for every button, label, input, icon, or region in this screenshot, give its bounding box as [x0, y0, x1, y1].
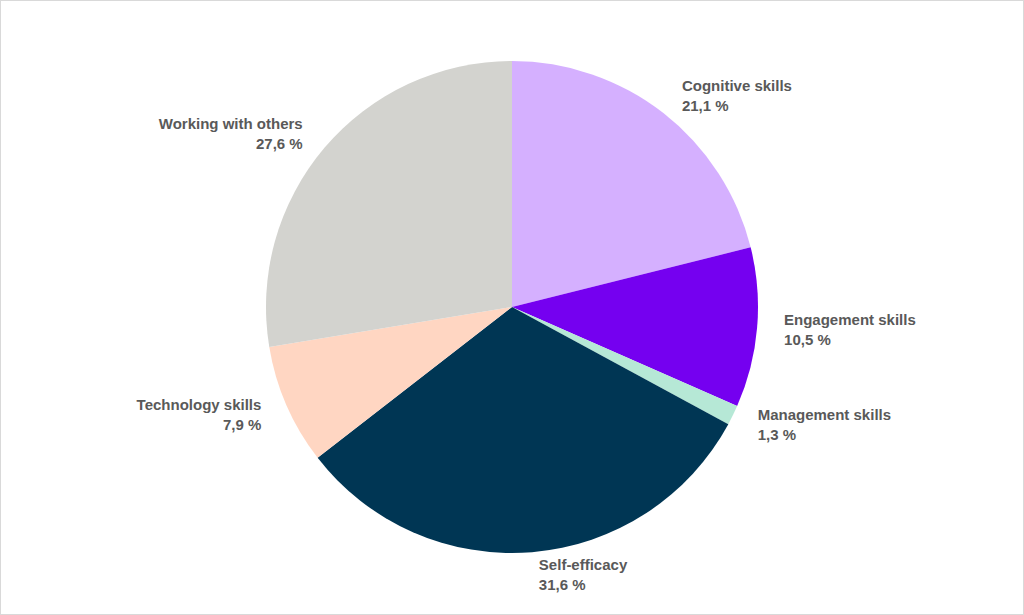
svg-text:7,9 %: 7,9 % [223, 416, 261, 433]
svg-text:Technology skills: Technology skills [137, 396, 262, 413]
svg-text:27,6 %: 27,6 % [256, 135, 303, 152]
svg-text:1,3 %: 1,3 % [758, 426, 796, 443]
svg-text:21,1 %: 21,1 % [682, 97, 729, 114]
svg-text:10,5 %: 10,5 % [784, 331, 831, 348]
svg-text:Working with others: Working with others [159, 115, 303, 132]
svg-text:Engagement skills: Engagement skills [784, 311, 916, 328]
svg-text:Cognitive skills: Cognitive skills [682, 77, 792, 94]
svg-text:Self-efficacy: Self-efficacy [539, 556, 628, 573]
svg-text:31,6 %: 31,6 % [539, 576, 586, 593]
svg-text:Management skills: Management skills [758, 406, 891, 423]
